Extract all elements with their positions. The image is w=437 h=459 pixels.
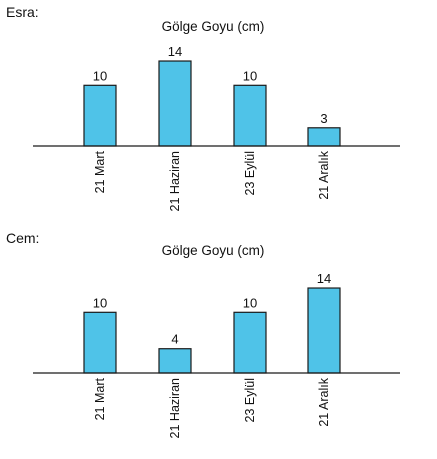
esra-value-label-2: 14 [168,44,182,59]
cem-tick-label-4: 21 Aralık [317,377,331,426]
esra-tick-label-1: 21 Mart [93,150,107,193]
esra-tick-label-3: 23 Eylül [243,151,257,195]
esra-value-label-4: 3 [320,111,327,126]
esra-label: Esra: [6,4,39,20]
cem-chart-title: Gölge Goyu (cm) [162,243,265,258]
cem-bar-3 [233,311,267,374]
chart-esra: Esra: Gölge Goyu (cm) 10 21 Mart 14 21 Hazira… [6,4,400,211]
cem-bar-1 [83,311,117,374]
esra-chart-title: Gölge Goyu (cm) [162,19,265,34]
esra-tick-label-2: 21 Haziran [168,151,182,211]
esra-tick-label-4: 21 Aralık [317,150,331,199]
cem-tick-label-1: 21 Mart [93,377,107,420]
cem-value-label-3: 10 [243,295,257,310]
esra-bar-4 [307,127,341,147]
esra-bar-3 [233,84,267,147]
cem-tick-label-2: 21 Haziran [168,378,182,438]
esra-value-label-3: 10 [243,68,257,83]
cem-label: Cem: [6,230,39,246]
esra-value-label-1: 10 [93,68,107,83]
esra-bar-2 [158,60,192,147]
cem-bar-4 [307,287,341,374]
cem-tick-label-3: 23 Eylül [243,378,257,422]
esra-bar-1 [83,84,117,147]
chart-cem: Cem: Gölge Goyu (cm) 10 21 Mart 4 21 Haziran 1… [6,230,400,438]
cem-value-label-1: 10 [93,295,107,310]
cem-bar-2 [158,348,192,374]
cem-value-label-4: 14 [317,271,331,286]
cem-value-label-2: 4 [171,332,178,347]
